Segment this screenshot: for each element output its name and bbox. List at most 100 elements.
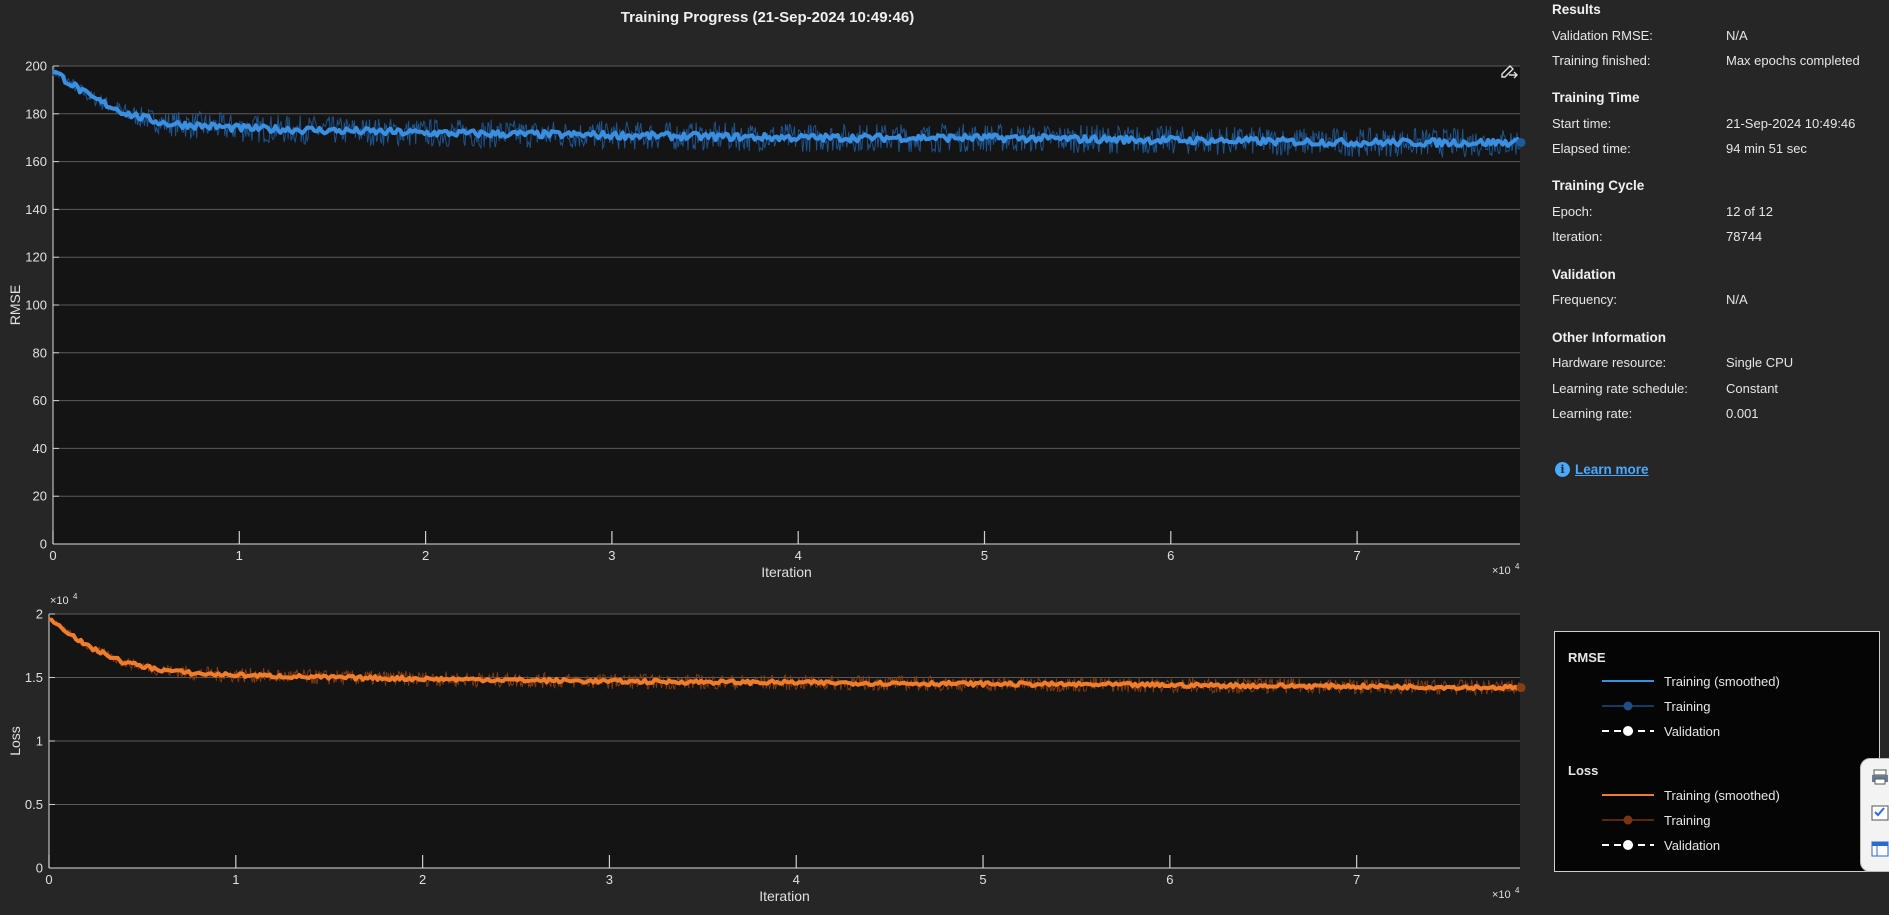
validation-rmse-value: N/A bbox=[1726, 28, 1748, 43]
y-tick-label: 0 bbox=[36, 861, 43, 876]
x-tick-label: 1 bbox=[232, 872, 239, 887]
rmse-chart: 0 20 40 60 80 100 120 140 160 180 200 0 1 2 3 4 5 6 7 Itera… bbox=[7, 59, 1526, 580]
y-axis-label: RMSE bbox=[7, 285, 23, 325]
iteration-value: 78744 bbox=[1726, 229, 1763, 244]
y-tick-label: 160 bbox=[25, 154, 47, 169]
legend-loss-heading: Loss bbox=[1568, 763, 1599, 778]
page-title: Training Progress (21-Sep-2024 10:49:46) bbox=[620, 9, 915, 26]
legend-rmse-smoothed: Training (smoothed) bbox=[1600, 672, 1780, 690]
training-smoothed-line bbox=[52, 69, 1522, 148]
x-tick-label: 5 bbox=[979, 872, 986, 887]
start-time-value: 21-Sep-2024 10:49:46 bbox=[1726, 116, 1856, 131]
results-heading: Results bbox=[1552, 2, 1601, 17]
learning-rate-schedule-value: Constant bbox=[1726, 381, 1779, 396]
x-multiplier: ×10 bbox=[1492, 889, 1511, 901]
legend-item-label: Validation bbox=[1664, 723, 1721, 739]
x-tick-label: 6 bbox=[1166, 872, 1173, 887]
training-raw-line bbox=[52, 67, 1521, 159]
x-multiplier-exp: 4 bbox=[1515, 886, 1520, 895]
learning-rate-label: Learning rate: bbox=[1552, 406, 1633, 421]
legend-rmse-validation: Validation bbox=[1600, 722, 1720, 740]
legend-item-label: Validation bbox=[1664, 837, 1721, 853]
x-tick-label: 4 bbox=[795, 548, 802, 563]
validation-heading: Validation bbox=[1552, 267, 1616, 282]
x-multiplier: ×10 bbox=[1492, 565, 1511, 577]
legend-rmse-heading: RMSE bbox=[1568, 650, 1606, 665]
legend-item-label: Training (smoothed) bbox=[1664, 673, 1780, 689]
validation-rmse-label: Validation RMSE: bbox=[1552, 28, 1653, 43]
hardware-resource-label: Hardware resource: bbox=[1552, 355, 1667, 370]
x-tick-label: 2 bbox=[422, 548, 429, 563]
y-tick-label: 60 bbox=[33, 393, 47, 408]
y-tick-label: 80 bbox=[33, 345, 47, 360]
legend-rmse-training: Training bbox=[1600, 697, 1710, 715]
icon-stroke bbox=[1501, 65, 1514, 78]
x-axis-label: Iteration bbox=[759, 888, 810, 904]
legend-loss-smoothed: Training (smoothed) bbox=[1600, 786, 1780, 804]
x-tick-label: 5 bbox=[981, 548, 988, 563]
legend-item-label: Training bbox=[1664, 698, 1711, 714]
y-tick-label: 120 bbox=[25, 250, 47, 265]
y-tick-label: 1.5 bbox=[25, 670, 43, 685]
legend-line-swatch bbox=[1602, 680, 1654, 682]
training-smoothed-line bbox=[49, 617, 1521, 692]
legend-line-swatch bbox=[1602, 794, 1654, 796]
legend-marker-swatch bbox=[1602, 701, 1654, 711]
export-pencil-icon[interactable] bbox=[1501, 65, 1518, 79]
frequency-value: N/A bbox=[1726, 292, 1748, 307]
x-tick-label: 0 bbox=[45, 872, 52, 887]
info-icon: i bbox=[1555, 462, 1570, 477]
training-cycle-heading: Training Cycle bbox=[1552, 178, 1645, 193]
y-tick-label: 40 bbox=[33, 441, 47, 456]
y-axis-label: Loss bbox=[7, 726, 23, 756]
frequency-label: Frequency: bbox=[1552, 292, 1618, 307]
y-tick-label: 200 bbox=[25, 59, 47, 74]
training-time-heading: Training Time bbox=[1552, 90, 1640, 105]
x-multiplier-exp: 4 bbox=[1515, 562, 1520, 571]
y-tick-label: 100 bbox=[25, 298, 47, 313]
legend-loss-validation: Validation bbox=[1600, 836, 1720, 854]
loss-chart: 0 0.5 1 1.5 2 0 1 2 3 4 5 6 7 Iteration Loss ×10 4 ×10 4 bbox=[7, 592, 1526, 904]
x-tick-label: 3 bbox=[606, 872, 613, 887]
checklist-icon[interactable] bbox=[1871, 805, 1889, 821]
side-toolbar bbox=[1860, 758, 1889, 872]
learn-more-link[interactable]: i Learn more bbox=[1555, 462, 1649, 477]
elapsed-time-value: 94 min 51 sec bbox=[1726, 141, 1807, 156]
x-tick-label: 7 bbox=[1353, 872, 1360, 887]
legend-dashed-swatch bbox=[1602, 840, 1654, 850]
y-tick-label: 2 bbox=[36, 607, 43, 622]
other-information-heading: Other Information bbox=[1552, 330, 1666, 345]
y-multiplier: ×10 bbox=[50, 595, 69, 607]
y-tick-label: 140 bbox=[25, 202, 47, 217]
x-tick-label: 1 bbox=[236, 548, 243, 563]
elapsed-time-label: Elapsed time: bbox=[1552, 141, 1631, 156]
icon-stroke bbox=[1509, 71, 1518, 79]
start-time-label: Start time: bbox=[1552, 116, 1612, 131]
learning-rate-schedule-label: Learning rate schedule: bbox=[1552, 381, 1688, 396]
legend-loss-training: Training bbox=[1600, 811, 1710, 829]
legend-marker-swatch bbox=[1602, 815, 1654, 825]
x-tick-label: 7 bbox=[1353, 548, 1360, 563]
hardware-resource-value: Single CPU bbox=[1726, 355, 1794, 370]
x-tick-label: 0 bbox=[49, 548, 56, 563]
last-point-marker bbox=[1516, 683, 1526, 693]
x-tick-label: 2 bbox=[419, 872, 426, 887]
y-tick-label: 0.5 bbox=[25, 797, 43, 812]
learn-more-label[interactable]: Learn more bbox=[1575, 462, 1649, 477]
print-icon[interactable] bbox=[1871, 769, 1889, 785]
x-tick-label: 3 bbox=[608, 548, 615, 563]
x-tick-label: 4 bbox=[793, 872, 800, 887]
table-icon[interactable] bbox=[1871, 841, 1889, 857]
x-axis-label: Iteration bbox=[761, 564, 812, 580]
y-tick-label: 0 bbox=[40, 537, 47, 552]
y-tick-label: 1 bbox=[36, 734, 43, 749]
legend-item-label: Training (smoothed) bbox=[1664, 787, 1780, 803]
legend: RMSE Training (smoothed) Training Valida… bbox=[1554, 631, 1880, 872]
training-finished-value: Max epochs completed bbox=[1726, 53, 1860, 68]
last-point-marker bbox=[1516, 137, 1526, 147]
legend-dashed-swatch bbox=[1602, 726, 1654, 736]
training-finished-label: Training finished: bbox=[1552, 53, 1651, 68]
learning-rate-value: 0.001 bbox=[1726, 406, 1759, 421]
y-tick-label: 20 bbox=[33, 489, 47, 504]
